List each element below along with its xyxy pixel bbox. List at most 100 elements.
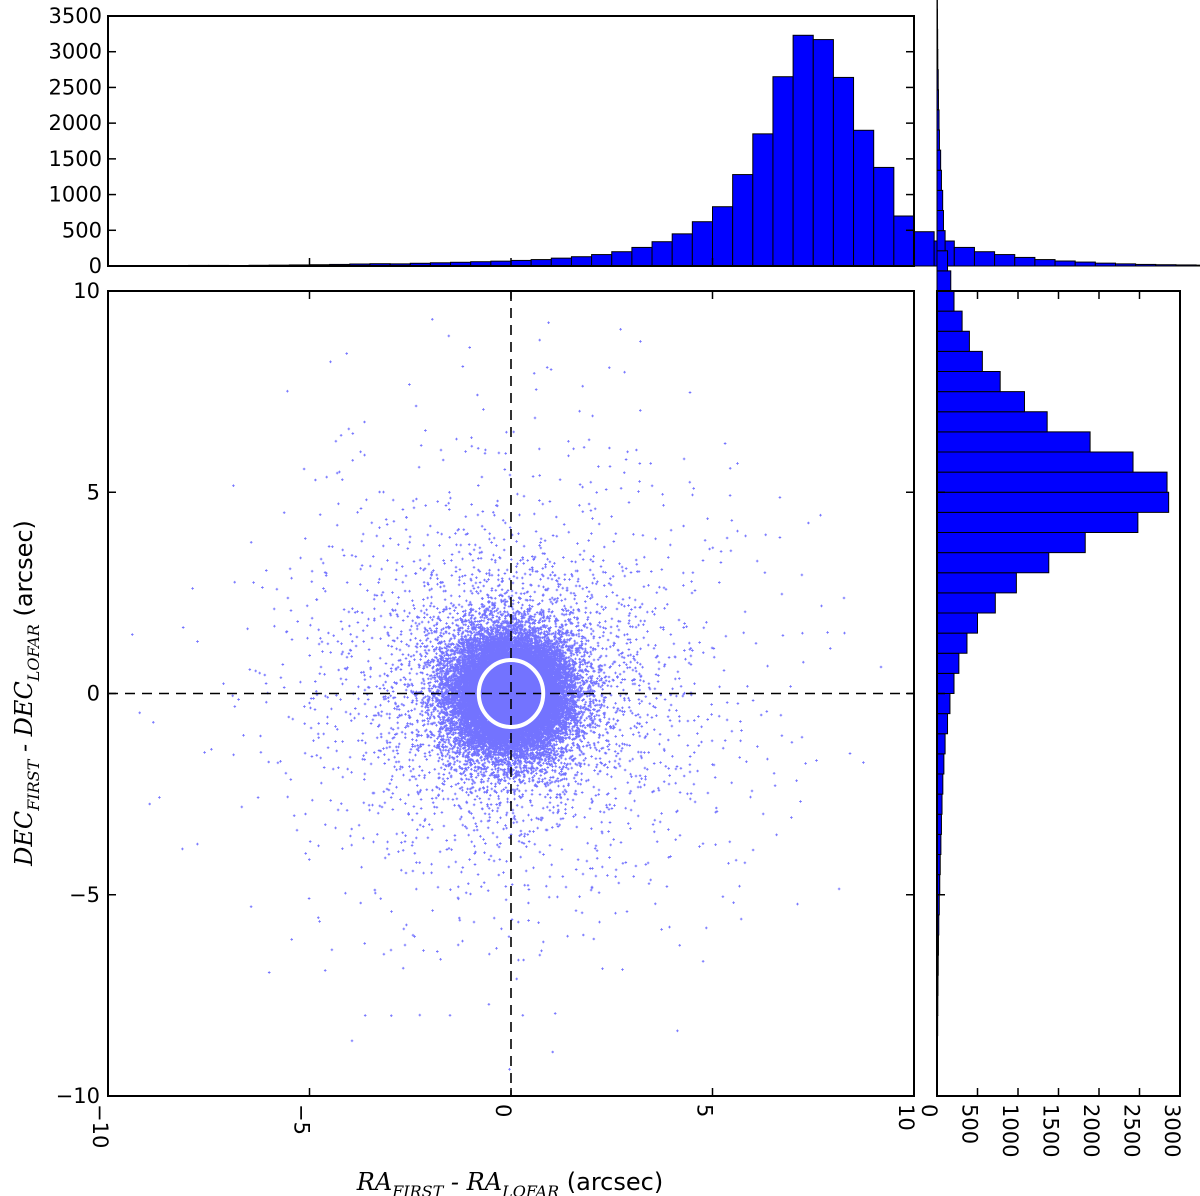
- ra-hist-bar: [1115, 263, 1137, 267]
- ra-hist-bar: [1175, 264, 1197, 267]
- dec-hist-bar: [936, 270, 952, 292]
- dec-hist-bar: [936, 672, 955, 694]
- dec-hist-bar: [936, 552, 1050, 574]
- ra-hist-y-tick-label: 2000: [49, 111, 102, 135]
- ra-hist-bar: [812, 39, 834, 267]
- ra-hist-bar: [1054, 260, 1076, 267]
- y-tick-label: 5: [87, 480, 100, 504]
- dec-hist-bar: [936, 149, 942, 171]
- ra-offset-histogram: 0 500 1000 1500 2000 2500 3000 3500: [49, 4, 1200, 278]
- dec-hist-bar: [936, 532, 1086, 554]
- scatter-plot: −10 −5 0 5 10 −10 −5 0 5 10: [56, 279, 918, 1148]
- dec-hist-bar: [936, 210, 944, 232]
- dec-hist-x-tick-label: 0: [917, 1104, 941, 1117]
- dec-hist-bar: [936, 371, 1001, 393]
- dec-hist-x-tick-label: 1000: [998, 1104, 1022, 1157]
- dec-hist-bar: [936, 69, 939, 91]
- y-axis-label: DECFIRST - DECLOFAR (arcsec): [10, 520, 43, 867]
- dec-hist-bar: [936, 411, 1048, 433]
- y-tick-label: 0: [87, 682, 100, 706]
- dec-hist-bar: [936, 592, 996, 614]
- y-tick-label: −10: [56, 1084, 100, 1108]
- ra-hist-bar: [873, 166, 895, 267]
- ra-hist-bar: [570, 256, 593, 267]
- dec-hist-bar: [936, 491, 1170, 513]
- dec-hist-bar: [936, 310, 963, 332]
- ra-hist-bar: [550, 257, 572, 267]
- ra-hist-bar: [994, 254, 1016, 267]
- ra-hist-bar: [1155, 264, 1177, 267]
- dec-hist-x-tick-label: 1500: [1039, 1104, 1063, 1157]
- ra-hist-bar: [893, 215, 915, 267]
- ra-hist-y-tick-label: 1000: [49, 183, 102, 207]
- dec-hist-x-tick-label: 500: [958, 1104, 982, 1144]
- dec-hist-x-tick-label: 2500: [1120, 1104, 1144, 1157]
- x-tick-label: 10: [894, 1104, 918, 1131]
- ra-hist-bar: [732, 174, 754, 267]
- ra-hist-y-tick-label: 500: [62, 218, 102, 242]
- dec-hist-bar: [936, 753, 945, 775]
- dec-hist-bar: [936, 451, 1134, 473]
- dec-hist-x-tick-label: 2000: [1079, 1104, 1103, 1157]
- ra-hist-bar: [772, 76, 794, 267]
- dec-hist-bar: [936, 391, 1025, 413]
- dec-hist-bar: [936, 250, 949, 272]
- ra-hist-bar: [712, 206, 734, 267]
- ra-hist-bar: [953, 246, 975, 267]
- dec-hist-bar: [936, 733, 946, 755]
- ra-hist-y-tick-label: 0: [89, 254, 102, 278]
- ra-hist-bar: [1195, 264, 1200, 267]
- ra-hist-bar: [691, 221, 713, 267]
- dec-hist-bar: [936, 230, 946, 252]
- dec-hist-bar: [936, 511, 1139, 533]
- ra-hist-bar: [651, 241, 673, 267]
- x-tick-label: 5: [693, 1104, 717, 1117]
- reference-circle: [476, 658, 546, 729]
- x-tick-label: 0: [491, 1104, 515, 1117]
- dec-hist-bar: [936, 471, 1168, 493]
- ra-hist-y-tick-label: 3000: [49, 40, 102, 64]
- ra-hist-bar: [792, 34, 814, 267]
- ra-hist-bar: [973, 251, 996, 267]
- x-tick-label: −5: [290, 1104, 314, 1135]
- dec-hist-bar: [936, 89, 939, 111]
- dec-offset-histogram: 0 500 1000 1500 2000 2500 3000: [917, 0, 1184, 1157]
- ra-hist-y-tick-label: 1500: [49, 147, 102, 171]
- ra-hist-bar: [832, 76, 855, 267]
- dec-hist-bar: [936, 652, 960, 674]
- ra-hist-bar: [611, 251, 633, 267]
- dec-hist-bar: [936, 350, 983, 372]
- ra-hist-bar: [853, 129, 875, 267]
- ra-hist-bar: [752, 133, 774, 267]
- ra-hist-bar: [1135, 263, 1157, 267]
- dec-hist-bar: [936, 431, 1091, 453]
- dec-hist-bar: [936, 169, 942, 191]
- ra-hist-bar: [1094, 262, 1116, 267]
- y-tick-label: −5: [69, 883, 100, 907]
- ra-hist-bar: [1034, 259, 1056, 267]
- dec-hist-bar: [936, 713, 949, 735]
- ra-hist-bar: [1014, 256, 1036, 267]
- x-axis-label: RAFIRST - RALOFAR (arcsec): [356, 1168, 663, 1196]
- ra-hist-bar: [913, 231, 935, 267]
- dec-hist-bar: [936, 612, 978, 634]
- dec-hist-bar: [936, 189, 944, 211]
- dec-hist-bar: [936, 49, 939, 71]
- x-tick-label: −10: [88, 1104, 112, 1148]
- ra-hist-y-tick-label: 3500: [49, 4, 102, 28]
- dec-hist-bar: [936, 572, 1017, 594]
- ra-hist-bar: [671, 233, 693, 267]
- dec-hist-bar: [936, 693, 951, 715]
- dec-hist-bar: [936, 290, 955, 312]
- dec-hist-bar: [936, 28, 939, 50]
- dec-hist-bar: [936, 330, 970, 352]
- ra-hist-bar: [1074, 261, 1096, 267]
- ra-hist-bar: [631, 246, 653, 267]
- dec-hist-bar: [936, 129, 940, 151]
- ra-hist-bar: [591, 254, 613, 267]
- y-tick-label: 10: [73, 279, 100, 303]
- ra-hist-y-tick-label: 2500: [49, 75, 102, 99]
- dec-hist-x-tick-label: 3000: [1160, 1104, 1184, 1157]
- dec-hist-bar: [936, 109, 940, 131]
